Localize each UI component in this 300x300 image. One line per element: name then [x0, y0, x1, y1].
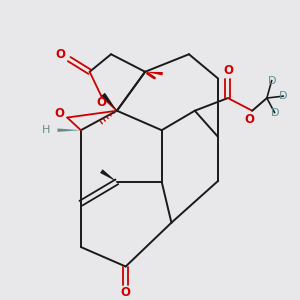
Text: D: D — [279, 91, 288, 101]
Text: O: O — [54, 107, 64, 120]
Polygon shape — [100, 169, 117, 182]
Text: O: O — [96, 96, 106, 110]
Text: O: O — [121, 286, 131, 299]
Text: H: H — [42, 125, 50, 135]
Polygon shape — [145, 72, 163, 75]
Text: O: O — [244, 113, 254, 126]
Text: O: O — [56, 48, 65, 61]
Text: D: D — [268, 76, 276, 85]
Text: O: O — [223, 64, 233, 77]
Text: D: D — [270, 108, 279, 118]
Polygon shape — [102, 93, 117, 111]
Polygon shape — [58, 128, 81, 132]
